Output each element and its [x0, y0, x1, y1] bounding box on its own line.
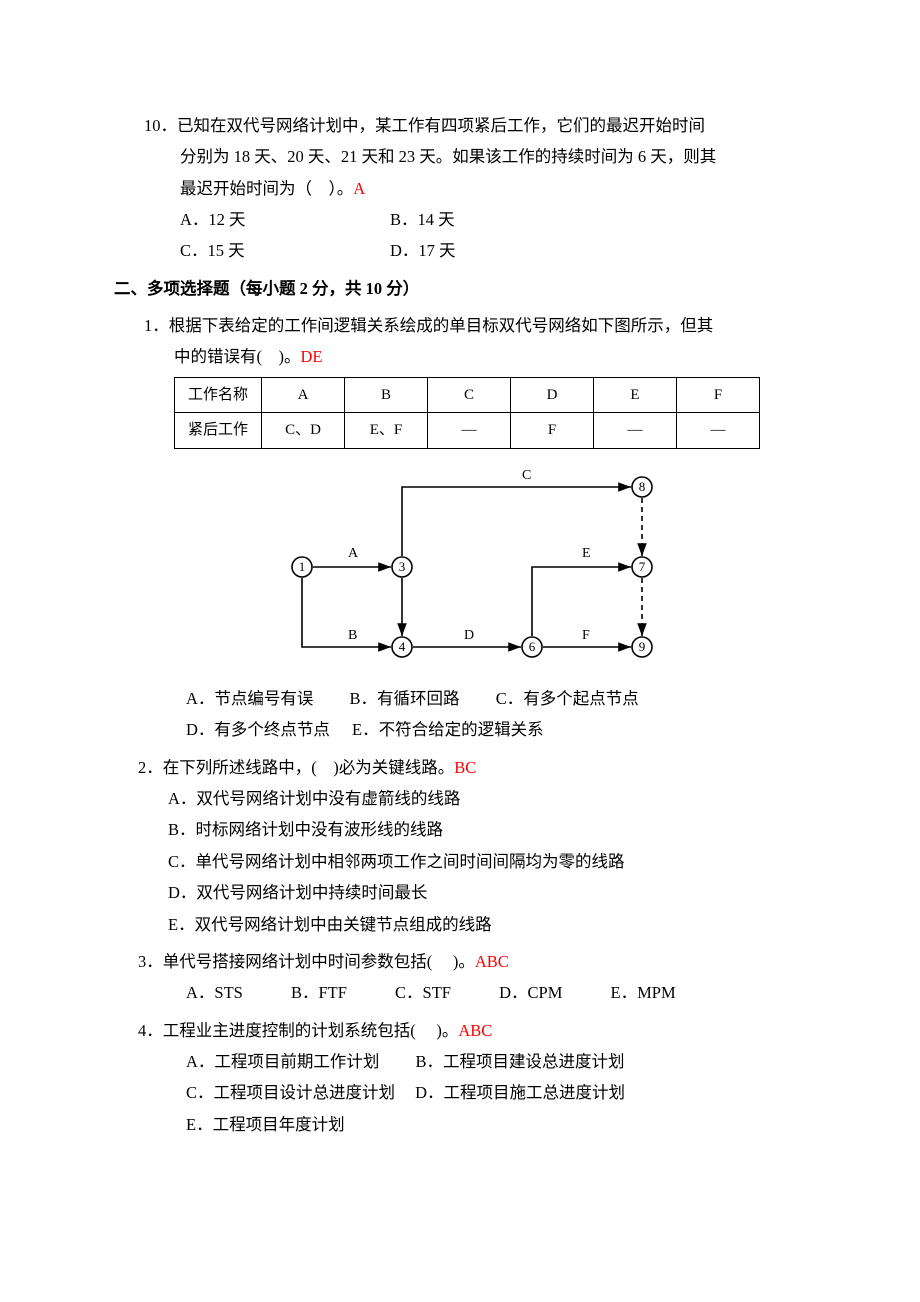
s2q4-opts-2: C．工程项目设计总进度计划 D．工程项目施工总进度计划 [186, 1077, 800, 1108]
network-diagram-wrap: A B C D E F 1 3 4 6 7 8 9 [144, 457, 800, 677]
td-B: E、F [345, 413, 428, 449]
td-A: C、D [262, 413, 345, 449]
s2q4: 4．工程业主进度控制的计划系统包括( )。ABC A．工程项目前期工作计划 B．… [138, 1015, 800, 1140]
s2q4-optB: B．工程项目建设总进度计划 [416, 1046, 625, 1077]
th-D: D [511, 377, 594, 413]
s2q1-text1: 根据下表给定的工作间逻辑关系绘成的单目标双代号网络如下图所示，但其 [169, 316, 714, 335]
s2q1-optB: B．有循环回路 [350, 683, 460, 714]
s2q3-opts: A．STS B．FTF C．STF D．CPM E．MPM [186, 977, 800, 1008]
svg-text:7: 7 [639, 559, 646, 574]
svg-text:3: 3 [399, 559, 406, 574]
q10-num: 10． [144, 116, 177, 135]
th-succ: 紧后工作 [175, 413, 262, 449]
logic-table: 工作名称 A B C D E F 紧后工作 C、D E、F — F — — [174, 377, 760, 449]
q10-opts-2: C．15 天 D．17 天 [180, 235, 800, 266]
td-E: — [594, 413, 677, 449]
s2q3-optD: D．CPM [499, 977, 562, 1008]
s2q2: 2．在下列所述线路中，( )必为关键线路。BC A．双代号网络计划中没有虚箭线的… [138, 752, 800, 940]
s2q4-optD: D．工程项目施工总进度计划 [415, 1077, 625, 1108]
s2q2-answer: BC [454, 758, 476, 777]
th-E: E [594, 377, 677, 413]
th-name: 工作名称 [175, 377, 262, 413]
s2q3-text: 单代号搭接网络计划中时间参数包括( )。 [163, 952, 475, 971]
th-C: C [428, 377, 511, 413]
td-C: — [428, 413, 511, 449]
s2q2-text: 在下列所述线路中，( )必为关键线路。 [163, 758, 455, 777]
q10-text1: 已知在双代号网络计划中，某工作有四项紧后工作，它们的最迟开始时间 [177, 116, 705, 135]
s2q2-optB: B．时标网络计划中没有波形线的线路 [168, 814, 800, 845]
s2q1-optE: E．不符合给定的逻辑关系 [352, 714, 544, 745]
s2q2-optD: D．双代号网络计划中持续时间最长 [168, 877, 800, 908]
table-row: 工作名称 A B C D E F [175, 377, 760, 413]
s2q3: 3．单代号搭接网络计划中时间参数包括( )。ABC A．STS B．FTF C．… [138, 946, 800, 1009]
svg-text:C: C [522, 468, 531, 483]
q10-line3-wrap: 最迟开始时间为（ ）。A [180, 173, 800, 204]
s2q3-optE: E．MPM [611, 977, 676, 1008]
s2q2-optE: E．双代号网络计划中由关键节点组成的线路 [168, 909, 800, 940]
s2q1-optA: A．节点编号有误 [186, 683, 313, 714]
svg-text:1: 1 [299, 559, 306, 574]
s2q1-optD: D．有多个终点节点 [186, 714, 330, 745]
s2q3-answer: ABC [475, 952, 509, 971]
s2q3-optC: C．STF [395, 977, 451, 1008]
s2q1-line2-wrap: 中的错误有( )。DE [174, 341, 800, 372]
s2q2-line: 2．在下列所述线路中，( )必为关键线路。BC [138, 752, 800, 783]
q10-optD: D．17 天 [390, 235, 456, 266]
page: 10．已知在双代号网络计划中，某工作有四项紧后工作，它们的最迟开始时间 分别为 … [0, 0, 920, 1302]
q10-optB: B．14 天 [390, 204, 455, 235]
table-row: 紧后工作 C、D E、F — F — — [175, 413, 760, 449]
svg-text:E: E [582, 546, 591, 561]
svg-text:F: F [582, 628, 590, 643]
q10-answer: A [353, 179, 365, 198]
s2q3-optA: A．STS [186, 977, 243, 1008]
svg-text:8: 8 [639, 479, 646, 494]
s2q3-num: 3． [138, 952, 163, 971]
q10-opts-1: A．12 天 B．14 天 [180, 204, 800, 235]
s2q3-optB: B．FTF [291, 977, 347, 1008]
q10-line2: 分别为 18 天、20 天、21 天和 23 天。如果该工作的持续时间为 6 天… [180, 141, 800, 172]
svg-text:4: 4 [399, 639, 406, 654]
q10: 10．已知在双代号网络计划中，某工作有四项紧后工作，它们的最迟开始时间 分别为 … [144, 110, 800, 267]
s2q1-optC: C．有多个起点节点 [496, 683, 639, 714]
s2q1-opts-2: D．有多个终点节点 E．不符合给定的逻辑关系 [186, 714, 800, 745]
s2q4-opts-1: A．工程项目前期工作计划 B．工程项目建设总进度计划 [186, 1046, 800, 1077]
s2q4-optE: E．工程项目年度计划 [186, 1109, 800, 1140]
q10-optA: A．12 天 [180, 204, 390, 235]
s2q1-answer: DE [301, 347, 323, 366]
th-F: F [677, 377, 760, 413]
td-F: — [677, 413, 760, 449]
s2q1: 1．根据下表给定的工作间逻辑关系绘成的单目标双代号网络如下图所示，但其 中的错误… [144, 310, 800, 746]
section2-title: 二、多项选择题（每小题 2 分，共 10 分） [114, 273, 800, 304]
s2q4-num: 4． [138, 1021, 163, 1040]
s2q4-line: 4．工程业主进度控制的计划系统包括( )。ABC [138, 1015, 800, 1046]
s2q4-optA: A．工程项目前期工作计划 [186, 1046, 379, 1077]
s2q2-num: 2． [138, 758, 163, 777]
s2q1-line2: 中的错误有( )。 [174, 347, 301, 366]
q10-line3: 最迟开始时间为（ ）。 [180, 179, 353, 198]
s2q1-num: 1． [144, 316, 169, 335]
s2q4-text: 工程业主进度控制的计划系统包括( )。 [163, 1021, 459, 1040]
svg-text:D: D [464, 628, 474, 643]
svg-text:A: A [348, 546, 359, 561]
s2q1-line1: 1．根据下表给定的工作间逻辑关系绘成的单目标双代号网络如下图所示，但其 [144, 310, 800, 341]
q10-line1: 10．已知在双代号网络计划中，某工作有四项紧后工作，它们的最迟开始时间 [144, 110, 800, 141]
s2q4-answer: ABC [458, 1021, 492, 1040]
svg-text:6: 6 [529, 639, 536, 654]
th-B: B [345, 377, 428, 413]
s2q2-optC: C．单代号网络计划中相邻两项工作之间时间间隔均为零的线路 [168, 846, 800, 877]
svg-text:B: B [348, 628, 357, 643]
svg-text:9: 9 [639, 639, 646, 654]
q10-optC: C．15 天 [180, 235, 390, 266]
network-diagram: A B C D E F 1 3 4 6 7 8 9 [252, 457, 692, 667]
s2q4-optC: C．工程项目设计总进度计划 [186, 1077, 395, 1108]
s2q3-line: 3．单代号搭接网络计划中时间参数包括( )。ABC [138, 946, 800, 977]
s2q1-opts-1: A．节点编号有误 B．有循环回路 C．有多个起点节点 [186, 683, 800, 714]
th-A: A [262, 377, 345, 413]
td-D: F [511, 413, 594, 449]
s2q2-optA: A．双代号网络计划中没有虚箭线的线路 [168, 783, 800, 814]
